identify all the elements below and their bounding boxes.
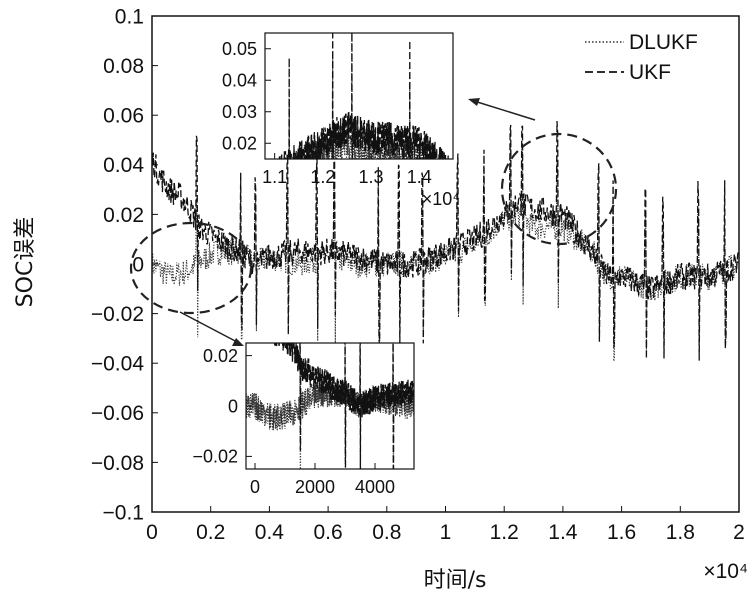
inset-plot-right: 1.1 1.2 1.3 1.4 0.05 0.04 0.03 0.02 ×10⁴ xyxy=(222,32,460,209)
main-series-line-dlukf xyxy=(151,145,739,362)
main-y-tick-label: 0.04 xyxy=(103,154,144,177)
inset1-series-line-ukf xyxy=(274,343,414,469)
inset1-y-tick-label: 0 xyxy=(228,396,238,416)
main-x-tick-label: 0.8 xyxy=(372,521,401,544)
main-plot: 0 0.2 0.4 0.6 0.8 1 1.2 1.4 1.6 1.8 2 0.10.080.060… xyxy=(13,5,748,593)
main-y-tick-label: −0.08 xyxy=(91,452,144,475)
inset-left-x-ticks: 0 2000 4000 xyxy=(250,463,395,497)
inset-right-series xyxy=(274,33,450,159)
y-axis-label: SOC误差 xyxy=(13,217,38,308)
inset-clipped-group xyxy=(274,33,450,159)
inset0-y-tick-label: 0.05 xyxy=(222,39,257,59)
inset-plot-left: 0 2000 4000 0.02 0 −0.02 xyxy=(192,342,415,497)
zoom-ellipse-right xyxy=(500,132,618,246)
inset-right-x-ticks: 1.1 1.2 1.3 1.4 xyxy=(262,153,432,187)
main-y-tick-label: 0.06 xyxy=(103,105,144,128)
legend: DLUKF UKF xyxy=(585,31,698,84)
x-axis-label: 时间/s xyxy=(424,568,487,593)
legend-label-dlukf: DLUKF xyxy=(629,31,698,54)
inset-clipped-group xyxy=(246,343,414,469)
zoom-annotations xyxy=(129,98,618,346)
zoom-arrowhead-left xyxy=(232,338,244,346)
main-y-ticks: 0.1 0.08 0.06 0.04 0.02 0 −0.02 −0.04 −0.06 −0.08… xyxy=(91,5,158,524)
main-y-tick-label: −0.04 xyxy=(91,353,144,376)
main-y-tick-label: −0.1 xyxy=(103,501,144,524)
inset-right-y-ticks: 0.05 0.04 0.03 0.02 xyxy=(222,39,271,154)
inset1-series-line-dlukf xyxy=(246,343,414,469)
main-x-tick-label: 2 xyxy=(733,521,745,544)
zoom-arrowhead-right xyxy=(468,98,480,106)
main-x-tick-label: 0.4 xyxy=(255,521,285,544)
inset-right-frame xyxy=(264,32,454,160)
main-y-tick-label: 0.1 xyxy=(115,5,144,28)
inset-left-y-ticks: 0.02 0 −0.02 xyxy=(192,346,252,467)
main-series-layer xyxy=(151,120,739,362)
main-y-tick-label: 0.08 xyxy=(103,55,144,78)
main-x-tick-label: 1.2 xyxy=(490,521,519,544)
zoom-arrow-left xyxy=(179,311,240,344)
inset0-y-tick-label: 0.04 xyxy=(222,71,257,91)
inset0-x-tick-label: 1.4 xyxy=(407,167,432,187)
main-y-tick-label: 0.02 xyxy=(103,204,144,227)
inset1-y-tick-label: −0.02 xyxy=(192,447,238,467)
main-y-tick-label: 0 xyxy=(132,253,144,276)
inset0-x-tick-label: 1.3 xyxy=(359,167,384,187)
inset1-y-tick-label: 0.02 xyxy=(203,346,238,366)
inset0-y-tick-label: 0.03 xyxy=(222,102,257,122)
main-x-tick-label: 0.2 xyxy=(196,521,225,544)
main-x-tick-label: 1.8 xyxy=(666,521,695,544)
inset1-x-tick-label: 2000 xyxy=(295,477,335,497)
main-x-tick-label: 0.6 xyxy=(313,521,342,544)
main-x-tick-label: 1.4 xyxy=(548,521,578,544)
inset1-x-tick-label: 0 xyxy=(250,477,260,497)
main-x-tick-label: 0 xyxy=(146,521,158,544)
main-series-line-ukf xyxy=(151,120,739,361)
inset0-x-tick-label: 1.1 xyxy=(262,167,287,187)
main-y-tick-label: −0.06 xyxy=(91,402,144,425)
inset-right-x-multiplier: ×10⁴ xyxy=(422,189,460,209)
main-x-tick-label: 1.6 xyxy=(607,521,636,544)
inset-left-series xyxy=(246,343,414,469)
inset1-x-tick-label: 4000 xyxy=(355,477,395,497)
main-y-tick-label: −0.02 xyxy=(91,303,144,326)
zoom-ellipse-left xyxy=(129,221,253,315)
zoom-arrow-right xyxy=(473,100,536,121)
main-x-tick-label: 1 xyxy=(440,521,452,544)
main-x-ticks: 0 0.2 0.4 0.6 0.8 1 1.2 1.4 1.6 1.8 2 xyxy=(146,506,745,544)
inset0-series-line-ukf xyxy=(274,33,450,159)
inset0-y-tick-label: 0.02 xyxy=(222,134,257,154)
legend-label-ukf: UKF xyxy=(629,61,671,84)
x-axis-multiplier: ×10⁴ xyxy=(703,560,748,583)
inset0-x-tick-label: 1.2 xyxy=(310,167,335,187)
